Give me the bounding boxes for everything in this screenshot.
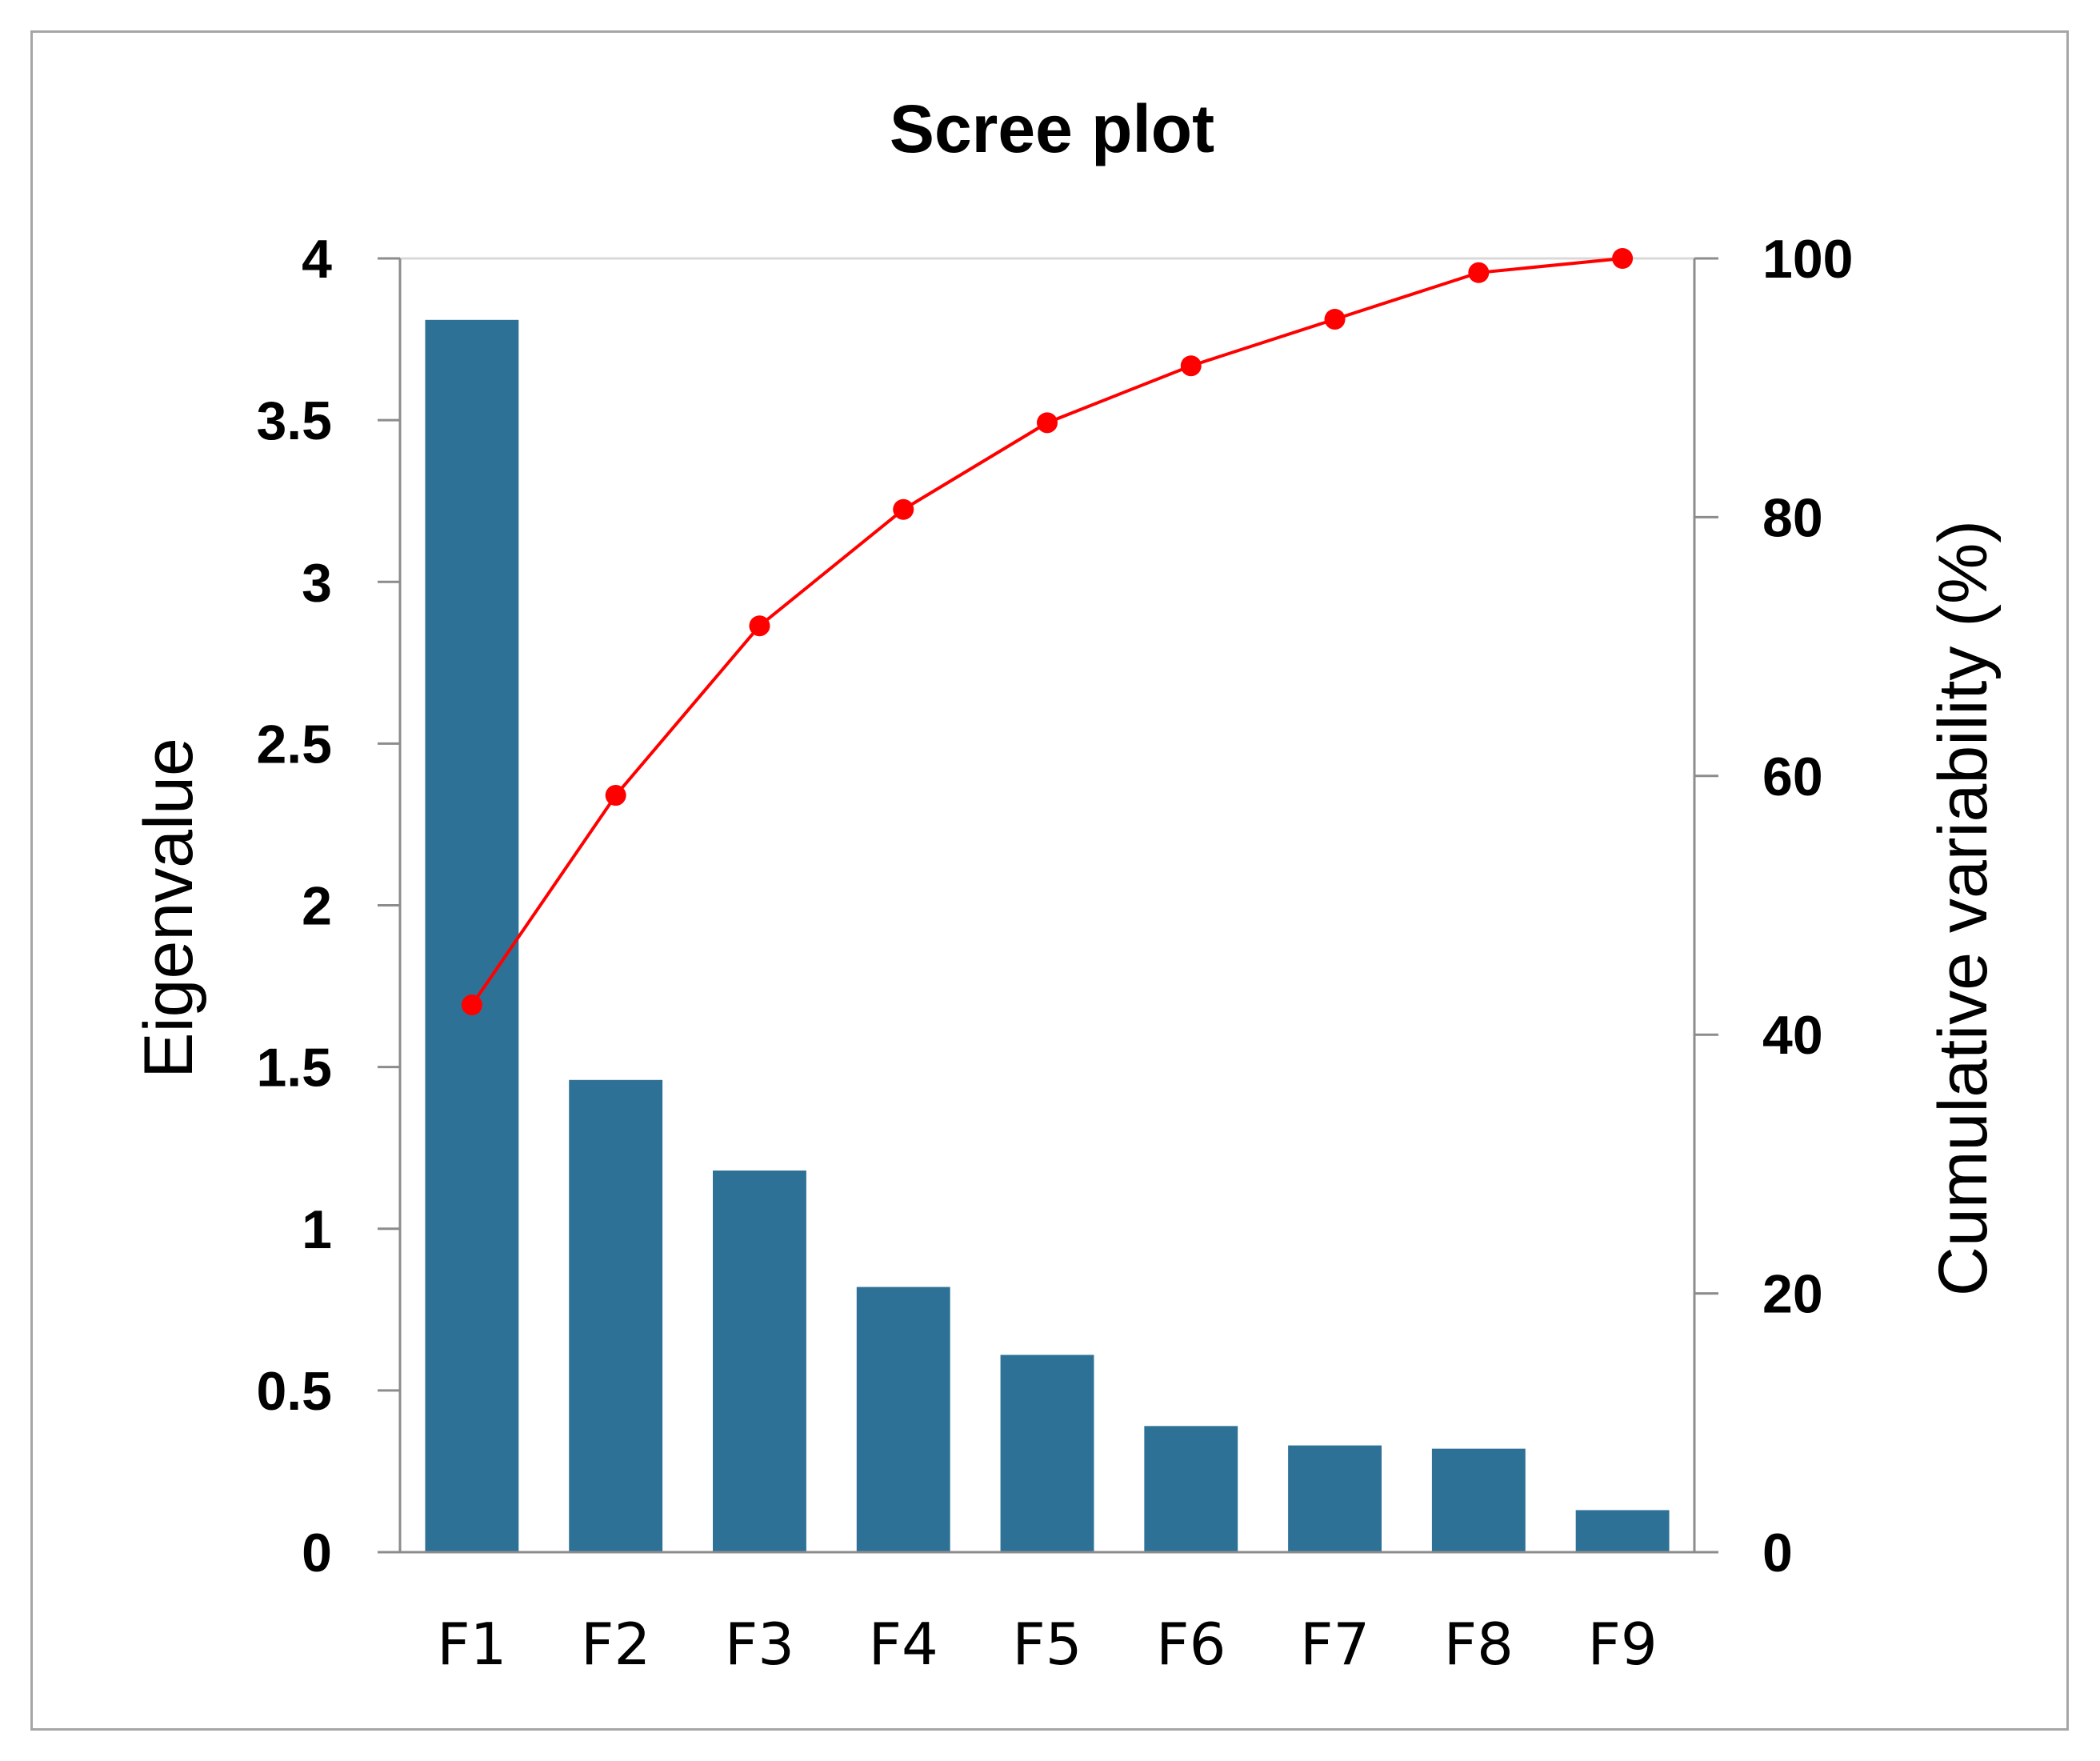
- cumulative-line: [470, 257, 1623, 1007]
- bar-f6: [1144, 1426, 1238, 1552]
- x-tick-label: F7: [1300, 1611, 1370, 1678]
- cumulative-point-f6: [1180, 355, 1202, 377]
- x-tick-label: F5: [1012, 1611, 1082, 1678]
- y2-tick-label: 20: [1762, 1264, 1823, 1325]
- chart-title: Scree plot: [890, 91, 1214, 166]
- y2-axis-title: Cumulative variability (%): [1925, 520, 2002, 1296]
- bar-f9: [1575, 1510, 1670, 1552]
- bar-f2: [569, 1079, 663, 1552]
- y-tick-label: 2.5: [256, 714, 332, 774]
- cumulative-point-f5: [1037, 412, 1058, 434]
- x-tick-label: F4: [869, 1611, 938, 1678]
- x-tick-label: F3: [725, 1611, 794, 1678]
- y-tick-label: 4: [302, 229, 332, 290]
- x-tick-label: F6: [1156, 1611, 1226, 1678]
- y2-tick-label: 0: [1762, 1523, 1793, 1583]
- bar-f3: [713, 1170, 806, 1552]
- cumulative-point-f4: [893, 498, 914, 520]
- y-tick-label: 3: [302, 552, 332, 613]
- y-tick-label: 0.5: [256, 1361, 332, 1422]
- bar-f7: [1288, 1445, 1382, 1552]
- x-tick-label: F8: [1444, 1611, 1514, 1678]
- bar-f4: [856, 1287, 950, 1552]
- bar-f5: [1000, 1355, 1094, 1552]
- y2-tick-label: 80: [1762, 487, 1823, 548]
- x-tick-label: F9: [1587, 1611, 1657, 1678]
- bar-f1: [425, 319, 519, 1552]
- cumulative-point-f8: [1468, 262, 1490, 283]
- y2-tick-label: 40: [1762, 1005, 1823, 1066]
- cumulative-point-f9: [1612, 248, 1634, 269]
- y-axis-title: Eigenvalue: [130, 738, 207, 1079]
- y2-tick-label: 60: [1762, 746, 1823, 807]
- y-tick-label: 1.5: [256, 1038, 332, 1099]
- cumulative-point-f7: [1324, 308, 1346, 330]
- cumulative-point-f2: [605, 785, 626, 806]
- y-tick-label: 0: [302, 1523, 332, 1583]
- y-tick-label: 3.5: [256, 390, 332, 451]
- y-tick-label: 2: [302, 876, 332, 937]
- bar-f8: [1431, 1448, 1526, 1552]
- x-tick-label: F1: [437, 1611, 506, 1678]
- y-tick-label: 1: [302, 1199, 332, 1260]
- cumulative-point-f1: [461, 995, 482, 1016]
- x-tick-label: F2: [581, 1611, 650, 1678]
- cumulative-point-f3: [749, 615, 770, 637]
- y2-tick-label: 100: [1762, 229, 1853, 290]
